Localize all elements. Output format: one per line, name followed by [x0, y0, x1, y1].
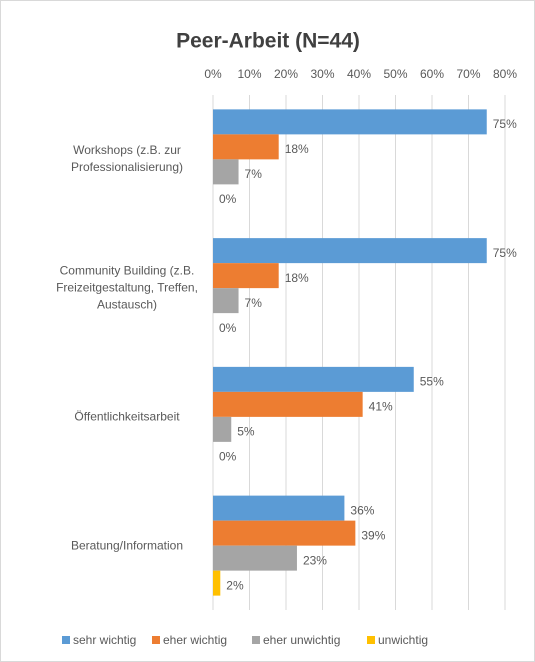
- legend-label: sehr wichtig: [73, 633, 136, 647]
- x-tick-label: 30%: [310, 67, 334, 81]
- data-label: 7%: [245, 167, 263, 181]
- x-tick-label: 40%: [347, 67, 371, 81]
- data-label: 2%: [226, 578, 244, 592]
- data-label: 75%: [493, 246, 517, 260]
- bar: [213, 263, 279, 289]
- bar: [213, 288, 239, 314]
- bar: [213, 416, 232, 442]
- legend-swatch: [62, 636, 70, 644]
- bar: [213, 520, 356, 546]
- data-label: 39%: [361, 528, 385, 542]
- data-label: 18%: [285, 142, 309, 156]
- legend-swatch: [367, 636, 375, 644]
- chart-title: Peer-Arbeit (N=44): [176, 30, 360, 53]
- x-tick-label: 80%: [493, 67, 517, 81]
- data-label: 18%: [285, 271, 309, 285]
- data-label: 5%: [237, 425, 255, 439]
- legend-label: eher wichtig: [163, 633, 227, 647]
- data-label: 41%: [369, 400, 393, 414]
- data-label: 0%: [219, 450, 237, 464]
- legend-swatch: [252, 636, 260, 644]
- x-tick-label: 70%: [456, 67, 480, 81]
- data-label: 0%: [219, 192, 237, 206]
- data-label: 7%: [245, 296, 263, 310]
- x-tick-label: 50%: [383, 67, 407, 81]
- legend-label: unwichtig: [378, 633, 428, 647]
- x-tick-label: 10%: [237, 67, 261, 81]
- x-tick-label: 20%: [274, 67, 298, 81]
- category-label: Beratung/Information: [70, 538, 184, 553]
- category-label: Workshops (z.B. zur Professionalisierung…: [70, 143, 184, 175]
- legend-swatch: [152, 636, 160, 644]
- x-tick-label: 60%: [420, 67, 444, 81]
- bar: [213, 238, 487, 264]
- data-label: 36%: [350, 503, 374, 517]
- data-label: 55%: [420, 375, 444, 389]
- legend-label: eher unwichtig: [263, 633, 340, 647]
- bar: [213, 159, 239, 185]
- bar: [213, 391, 363, 417]
- category-label: Öffentlichkeitsarbeit: [74, 409, 180, 424]
- bar: [213, 109, 487, 135]
- x-tick-label: 0%: [204, 67, 222, 81]
- data-label: 23%: [303, 553, 327, 567]
- bar: [213, 545, 297, 571]
- bar: [213, 570, 221, 596]
- category-label: Community Building (z.B. Freizeitgestalt…: [56, 263, 198, 312]
- bar: [213, 495, 345, 521]
- data-label: 75%: [493, 117, 517, 131]
- bar: [213, 366, 414, 392]
- data-label: 0%: [219, 321, 237, 335]
- bar: [213, 134, 279, 160]
